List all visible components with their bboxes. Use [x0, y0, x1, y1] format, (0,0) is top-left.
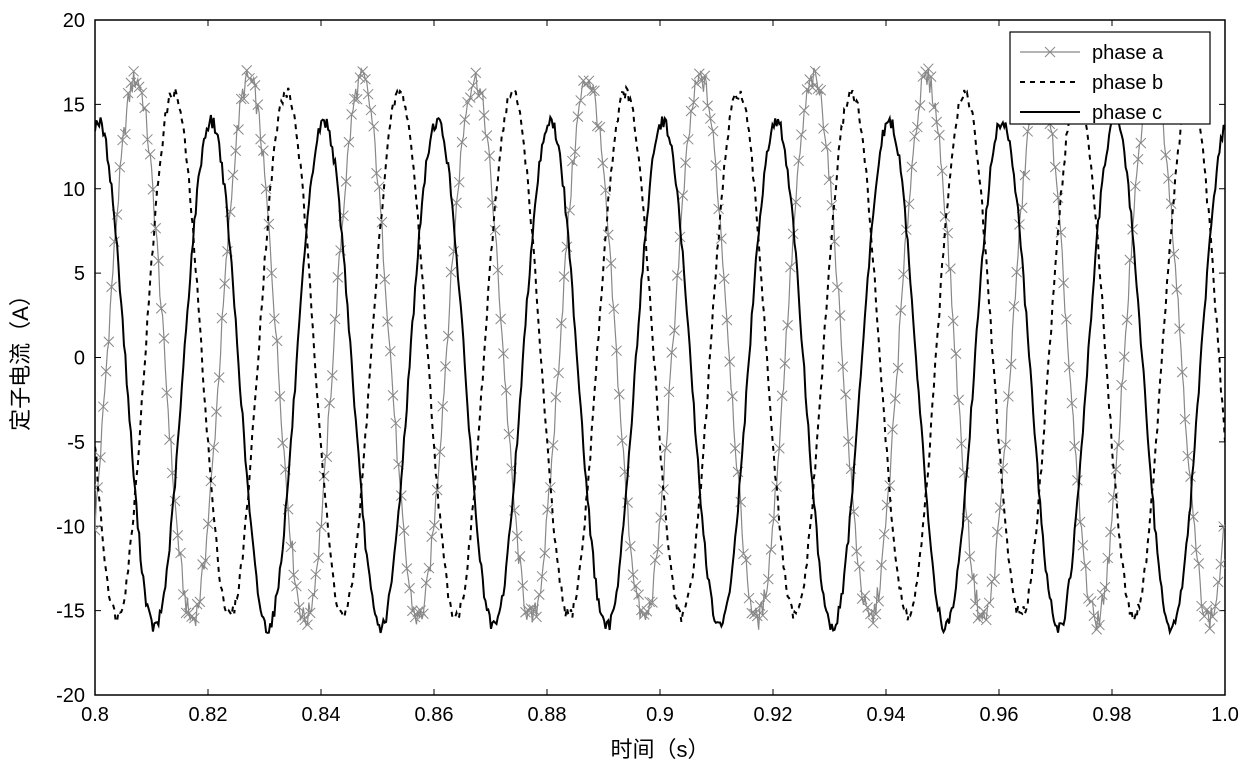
svg-text:10: 10 — [63, 179, 85, 201]
svg-text:0.94: 0.94 — [867, 704, 906, 726]
svg-text:20: 20 — [63, 10, 85, 32]
chart-svg: 0.8 0.82 0.84 0.86 0.88 0.9 0.92 0.94 0.96 0.98 1.… — [0, 0, 1240, 767]
stator-current-chart: 0.8 0.82 0.84 0.86 0.88 0.9 0.92 0.94 0.96 0.98 1.… — [0, 0, 1240, 767]
svg-text:0.9: 0.9 — [646, 704, 674, 726]
svg-text:phase c: phase c — [1092, 102, 1162, 124]
svg-text:0.84: 0.84 — [302, 704, 341, 726]
svg-text:0.8: 0.8 — [81, 704, 109, 726]
svg-text:0.98: 0.98 — [1093, 704, 1132, 726]
svg-text:-5: -5 — [67, 432, 85, 454]
svg-text:-15: -15 — [56, 601, 85, 623]
svg-text:1.0: 1.0 — [1211, 704, 1239, 726]
svg-text:0.88: 0.88 — [528, 704, 567, 726]
svg-text:时间（s）: 时间（s） — [610, 737, 709, 762]
svg-text:0.86: 0.86 — [415, 704, 454, 726]
svg-text:定子电流（A）: 定子电流（A） — [8, 284, 33, 431]
svg-text:0.82: 0.82 — [189, 704, 228, 726]
svg-text:15: 15 — [63, 94, 85, 116]
svg-text:phase a: phase a — [1092, 42, 1164, 64]
svg-text:-10: -10 — [56, 516, 85, 538]
svg-text:-20: -20 — [56, 685, 85, 707]
svg-text:phase b: phase b — [1092, 72, 1163, 94]
svg-text:0.92: 0.92 — [754, 704, 793, 726]
svg-text:5: 5 — [74, 263, 85, 285]
svg-text:0.96: 0.96 — [980, 704, 1019, 726]
svg-text:0: 0 — [74, 348, 85, 370]
